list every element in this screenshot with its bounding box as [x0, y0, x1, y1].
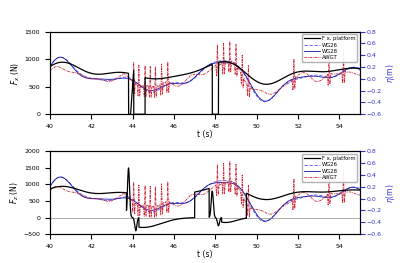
X-axis label: t (s): t (s)	[197, 250, 213, 259]
Legend: F x, platform, WG26, WG28, AWGT: F x, platform, WG26, WG28, AWGT	[302, 154, 357, 182]
Y-axis label: $F_z$ (N): $F_z$ (N)	[8, 181, 21, 204]
Y-axis label: $\eta$(m): $\eta$(m)	[384, 183, 397, 203]
Y-axis label: $F_x$ (N): $F_x$ (N)	[10, 61, 22, 84]
Legend: F x, platform, WG26, WG28, AWGT: F x, platform, WG26, WG28, AWGT	[302, 34, 357, 62]
X-axis label: t (s): t (s)	[197, 130, 213, 139]
Y-axis label: $\eta$(m): $\eta$(m)	[384, 63, 397, 83]
